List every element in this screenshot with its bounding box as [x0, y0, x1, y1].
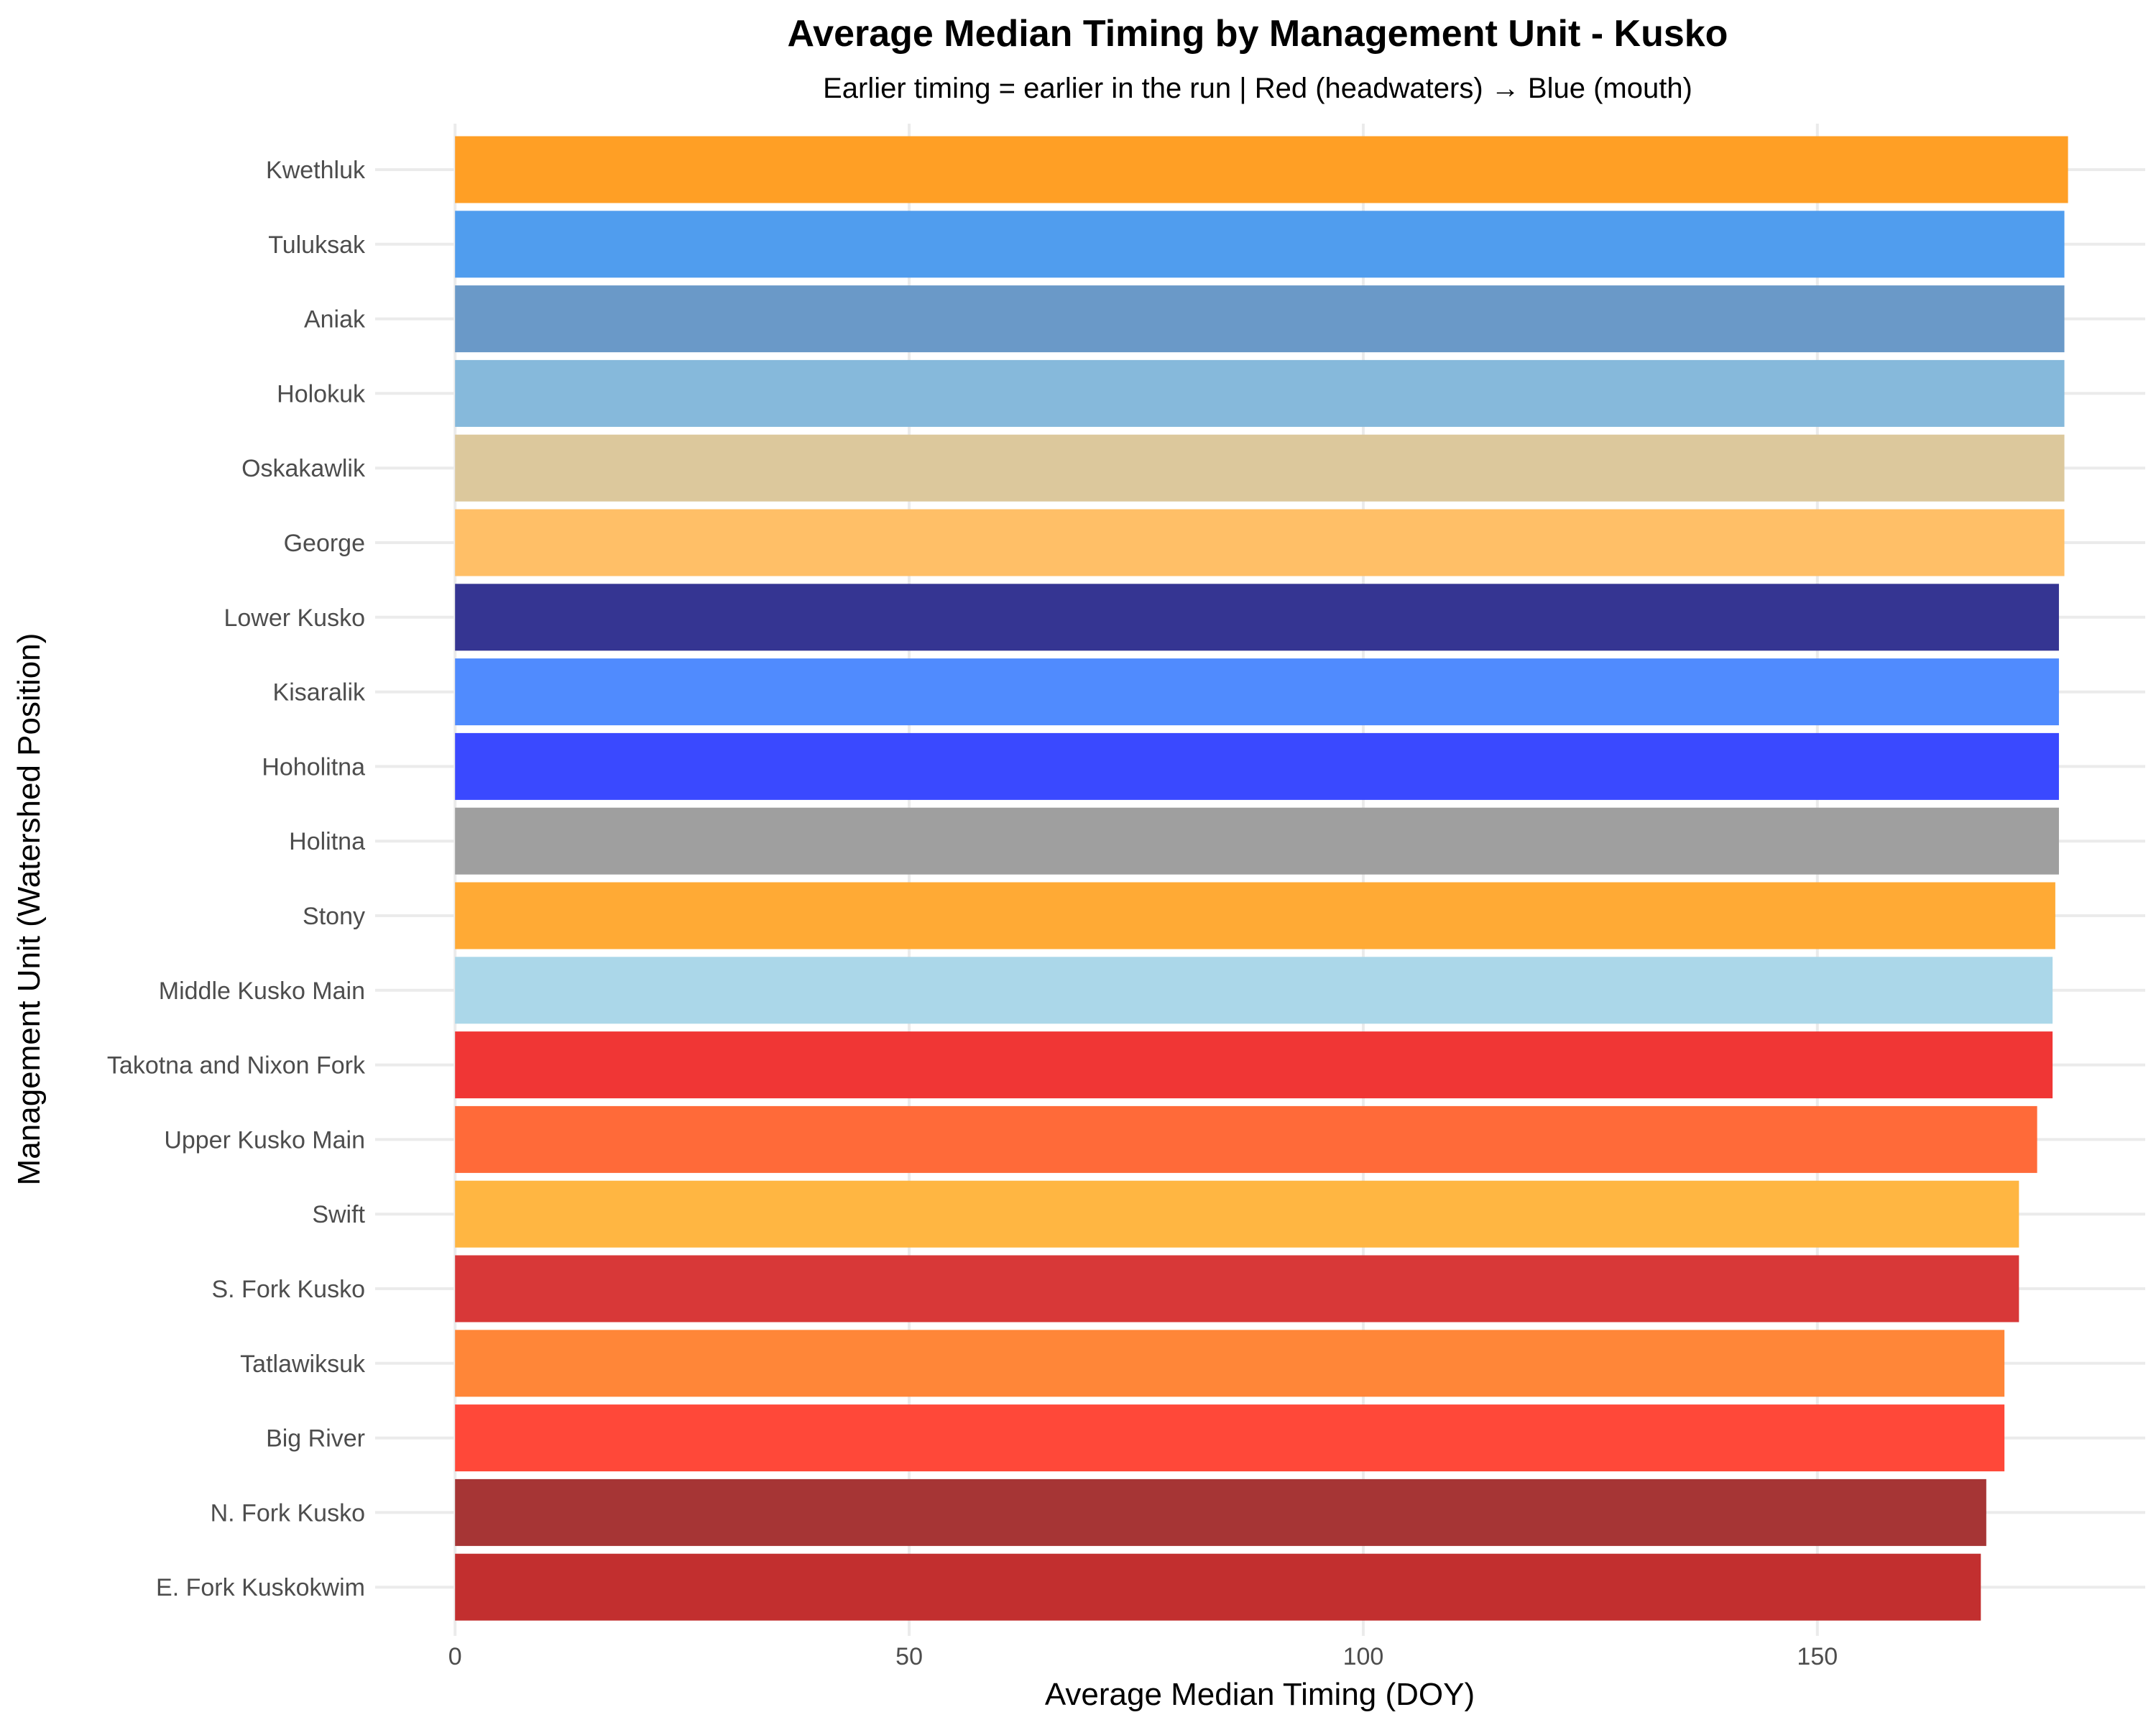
bar — [455, 359, 2065, 427]
bar — [455, 285, 2065, 353]
bar — [455, 509, 2065, 576]
y-tick-label: E. Fork Kuskokwim — [156, 1574, 365, 1601]
bar — [455, 1553, 1981, 1621]
bars — [455, 136, 2068, 1621]
chart-title: Average Median Timing by Management Unit… — [788, 13, 1728, 55]
y-tick-label: Lower Kusko — [224, 604, 365, 632]
bar — [455, 584, 2059, 651]
x-axis-title: Average Median Timing (DOY) — [1045, 1677, 1475, 1712]
y-tick-label: Stony — [303, 903, 365, 930]
y-tick-label: George — [284, 530, 365, 557]
y-tick-label: Tatlawiksuk — [240, 1351, 366, 1378]
y-tick-label: Takotna and Nixon Fork — [107, 1052, 366, 1080]
y-tick-label: Kwethluk — [266, 157, 366, 184]
y-tick-label: Tuluksak — [268, 231, 366, 259]
y-tick-label: S. Fork Kusko — [211, 1276, 365, 1303]
bar — [455, 136, 2068, 203]
bar — [455, 807, 2059, 875]
y-tick-labels: Kwethluk Tuluksak Aniak Holokuk Oskakawlik Ge… — [107, 157, 366, 1601]
x-tick-label: 150 — [1797, 1643, 1838, 1670]
bar — [455, 957, 2053, 1024]
bar — [455, 1330, 2005, 1397]
y-tick-label: Upper Kusko Main — [164, 1126, 365, 1154]
x-tick-label: 0 — [448, 1643, 462, 1670]
bar — [455, 1180, 2019, 1248]
bar — [455, 1031, 2053, 1099]
y-tick-label: Holokuk — [277, 380, 366, 408]
y-tick-label: Holitna — [289, 828, 365, 855]
bar — [455, 1105, 2037, 1173]
bar — [455, 434, 2065, 502]
y-tick-label: Hoholitna — [262, 753, 365, 781]
y-axis-title: Management Unit (Watershed Position) — [11, 633, 47, 1186]
bar — [455, 1404, 2005, 1472]
bar — [455, 658, 2059, 726]
bar — [455, 1478, 1986, 1546]
y-tick-label: Middle Kusko Main — [159, 978, 365, 1005]
y-tick-label: Big River — [266, 1425, 365, 1453]
bar — [455, 882, 2055, 949]
bar — [455, 211, 2065, 278]
x-tick-label: 50 — [895, 1643, 923, 1670]
y-tick-label: Kisaralik — [273, 679, 366, 707]
chart-subtitle: Earlier timing = earlier in the run | Re… — [823, 73, 1692, 104]
bar — [455, 732, 2059, 800]
x-tick-labels: 0 50 100 150 — [448, 1643, 1838, 1670]
y-tick-label: N. Fork Kusko — [211, 1499, 365, 1527]
x-tick-label: 100 — [1343, 1643, 1384, 1670]
bar — [455, 1255, 2019, 1322]
y-tick-label: Aniak — [304, 306, 366, 334]
y-tick-label: Oskakawlik — [241, 455, 366, 482]
y-tick-label: Swift — [312, 1201, 365, 1228]
